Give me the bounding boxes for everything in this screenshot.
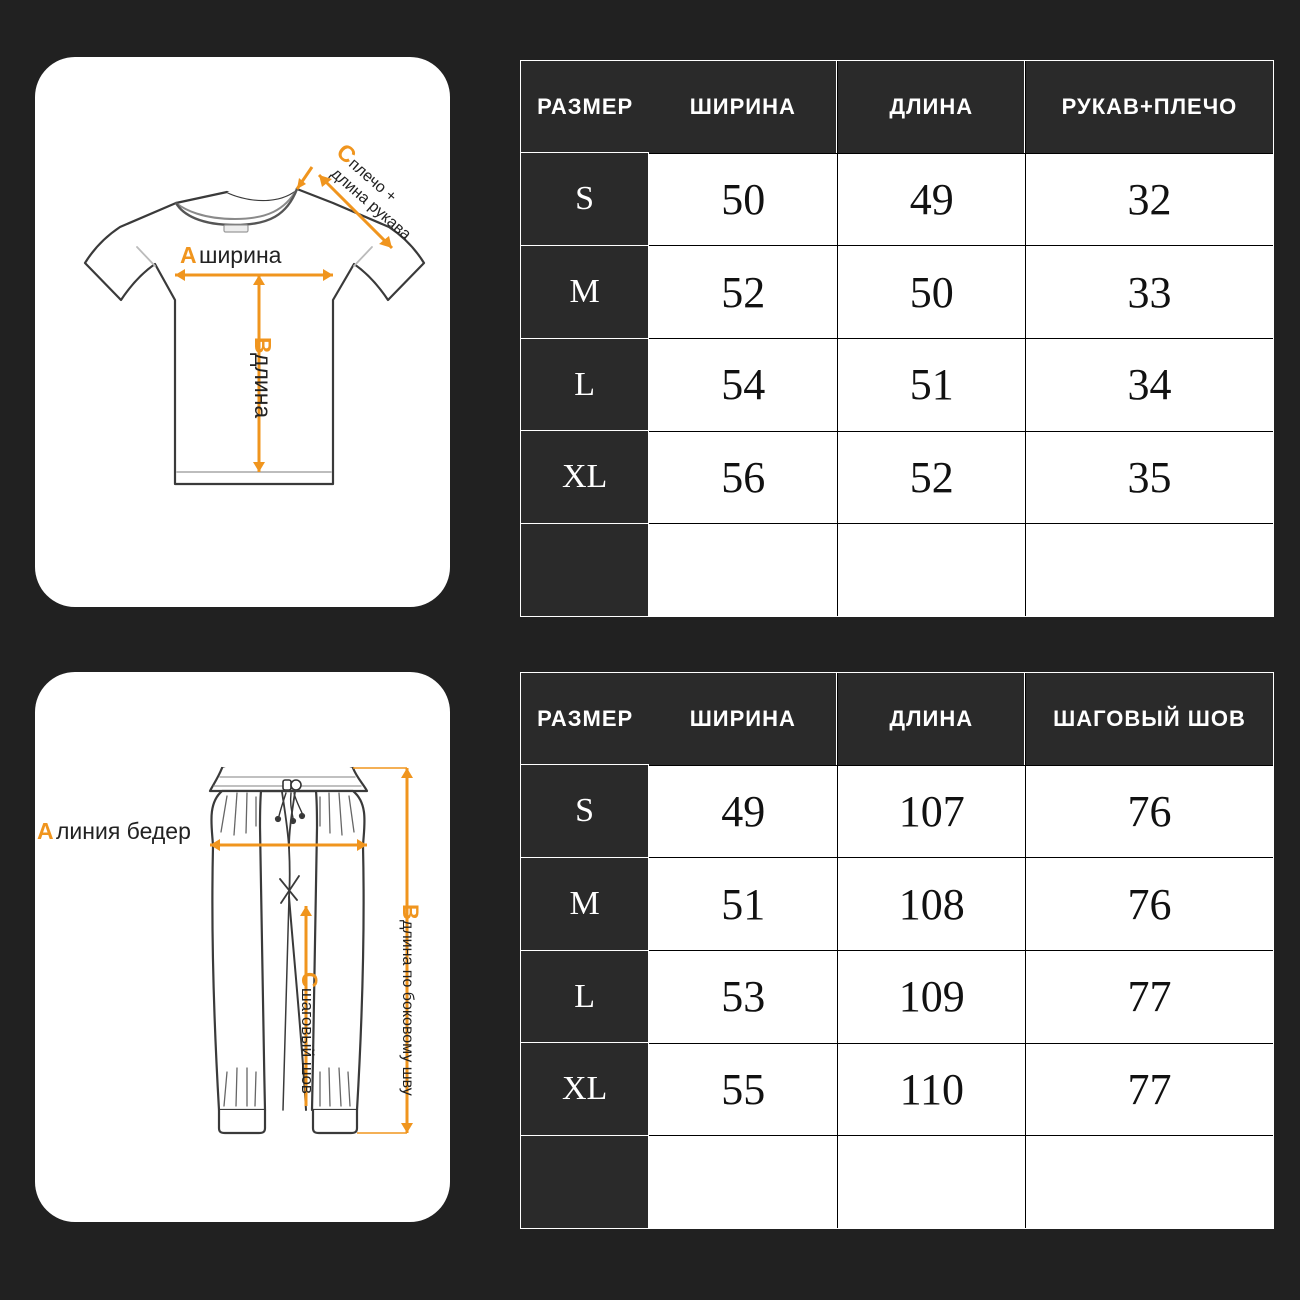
svg-text:A: A — [37, 818, 54, 844]
svg-text:B: B — [250, 337, 276, 354]
svg-text:C: C — [297, 972, 322, 988]
svg-text:длина: длина — [250, 353, 276, 418]
svg-text:A: A — [180, 242, 197, 268]
svg-text:B: B — [398, 904, 423, 920]
svg-text:длина по боковому шву: длина по боковому шву — [399, 920, 416, 1096]
svg-text:линия бедер: линия бедер — [56, 818, 191, 844]
svg-text:шаговый шов: шаговый шов — [298, 988, 317, 1094]
svg-text:ширина: ширина — [199, 242, 282, 268]
